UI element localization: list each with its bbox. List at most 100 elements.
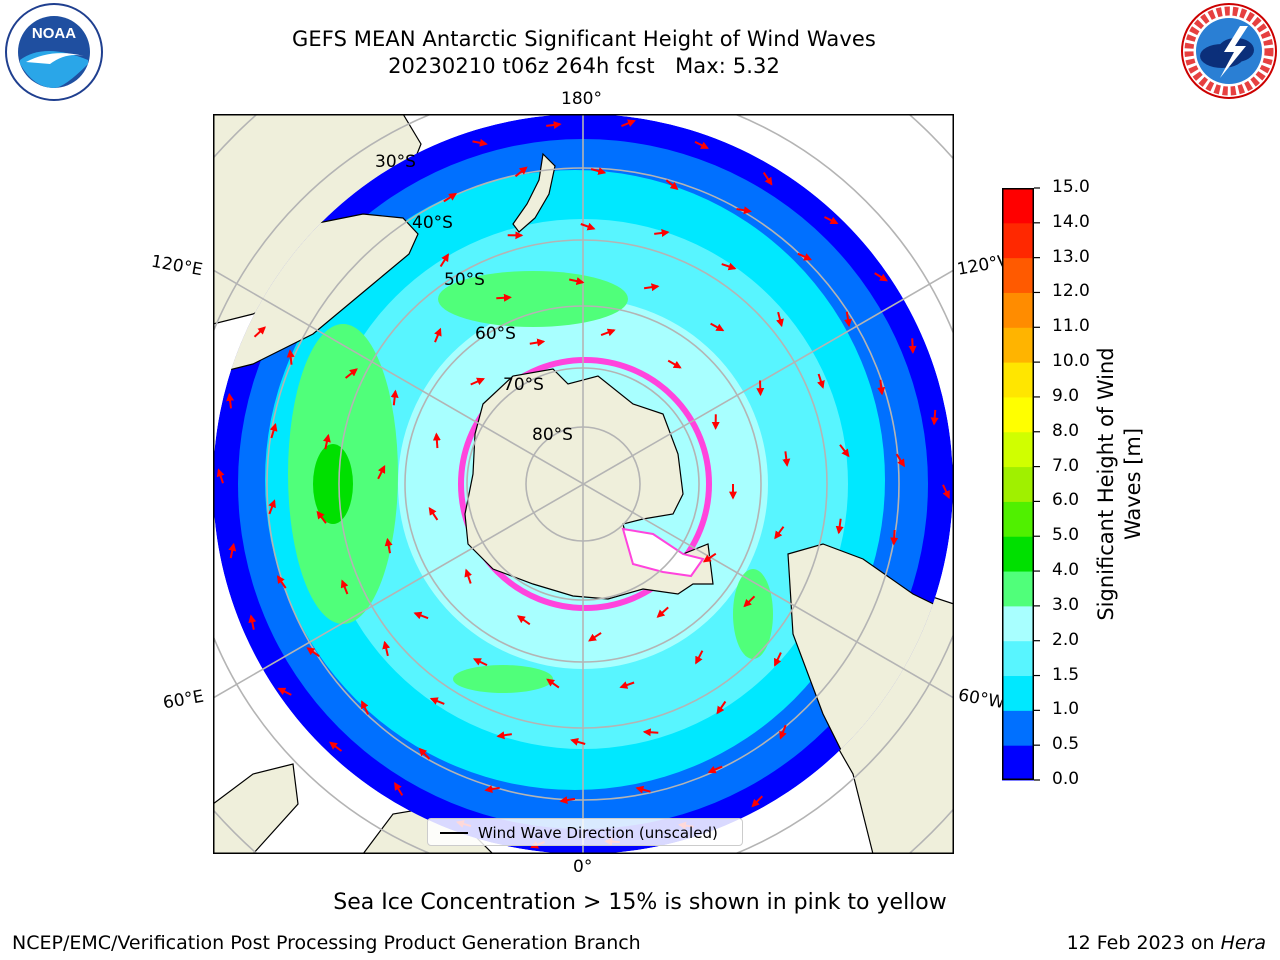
wave-direction-arrow [529, 338, 546, 347]
wave-direction-arrow [269, 422, 278, 439]
colorbar-segment [1002, 292, 1034, 328]
colorbar-tick-label: 5.0 [1052, 525, 1080, 546]
wave-direction-arrow [797, 252, 813, 261]
wave-direction-arrow [702, 552, 717, 563]
wave-direction-arrow [694, 141, 709, 149]
lat-label-50s: 50°S [444, 270, 485, 290]
wave-direction-arrow [710, 322, 725, 332]
wave-direction-arrow [877, 379, 886, 396]
colorbar-tick-label: 1.0 [1052, 699, 1080, 720]
wave-direction-arrow [817, 373, 825, 389]
colorbar-segment [1002, 536, 1034, 572]
wave-direction-arrow [546, 121, 562, 129]
colorbar-label: Significant Height of Wind Waves [m] [1093, 347, 1147, 620]
wave-direction-arrow [908, 338, 917, 354]
wave-direction-arrow [824, 216, 839, 225]
colorbar-tick-label: 2.0 [1052, 629, 1080, 650]
wave-direction-arrow [382, 640, 391, 657]
wave-direction-arrow [514, 166, 528, 178]
lat-label-60s: 60°S [475, 324, 516, 344]
footer-credit: NCEP/EMC/Verification Post Processing Pr… [12, 932, 641, 954]
colorbar-segment [1002, 362, 1034, 398]
footer-machine: Hera [1220, 932, 1266, 954]
wave-direction-arrow [762, 172, 773, 186]
wave-direction-arrow [216, 468, 225, 484]
wave-direction-arrow [654, 229, 670, 237]
map-legend: Wind Wave Direction (unscaled) [427, 818, 743, 846]
wave-direction-arrow [496, 731, 512, 740]
wave-direction-arrow [619, 681, 635, 689]
graticule [213, 114, 954, 854]
colorbar-tick-label: 15.0 [1052, 177, 1090, 197]
lon-label-upper-left: 120°E [149, 251, 205, 281]
wave-direction-arrow [568, 277, 585, 285]
colorbar-segment [1002, 571, 1034, 607]
wave-direction-arrow [329, 741, 343, 752]
wave-direction-arrow [559, 796, 576, 805]
wave-direction-arrow [580, 222, 596, 231]
wave-direction-arrow [844, 311, 852, 328]
lat-label-80s: 80°S [532, 425, 573, 445]
wave-direction-arrow [472, 138, 488, 147]
wave-direction-arrow [418, 747, 431, 760]
wave-direction-arrow [665, 179, 679, 191]
footer-date-text: 12 Feb 2023 on [1066, 932, 1221, 954]
chart-subtitle: 20230210 t06z 264h fcst Max: 5.32 [388, 54, 780, 78]
colorbar-segment [1002, 257, 1034, 293]
wave-direction-arrow [276, 575, 287, 589]
wave-direction-arrow [377, 464, 386, 480]
noaa-logo: NOAA [4, 2, 104, 102]
footer-date: 12 Feb 2023 on Hera [1067, 932, 1266, 954]
lat-label-30s: 30°S [375, 152, 416, 172]
wave-direction-arrow [782, 451, 791, 467]
colorbar-segment [1002, 222, 1034, 259]
colorbar-tick-label: 10.0 [1052, 351, 1090, 372]
wave-direction-arrow [756, 380, 765, 397]
colorbar-tick-label: 3.0 [1052, 594, 1080, 615]
colorbar-tick-label: 9.0 [1052, 385, 1080, 406]
wave-direction-arrow [439, 253, 449, 268]
wave-direction-arrow [839, 444, 850, 458]
polar-map [213, 114, 954, 854]
wave-direction-arrow [774, 526, 785, 540]
colorbar-tick-label: 13.0 [1052, 246, 1090, 267]
colorbar-label-line1: Significant Height of Wind [1094, 347, 1118, 621]
wave-direction-arrow [635, 785, 651, 794]
wave-direction-arrow [306, 647, 320, 658]
wave-direction-arrow [286, 349, 295, 365]
wave-direction-arrow [642, 728, 659, 737]
wave-direction-arrow [390, 389, 399, 406]
colorbar-tick-label: 4.0 [1052, 560, 1080, 581]
wave-direction-arrow [743, 595, 756, 608]
wave-direction-arrow [776, 311, 784, 328]
wave-direction-arrow [464, 568, 473, 584]
wave-direction-arrow [667, 359, 682, 369]
wave-direction-arrow [707, 765, 723, 774]
wave-direction-arrow [751, 795, 764, 808]
wave-direction-arrow [736, 206, 752, 215]
wave-direction-arrow [516, 615, 531, 626]
lat-label-70s: 70°S [503, 375, 544, 395]
wave-direction-arrow [443, 192, 458, 203]
colorbar-tick-label: 8.0 [1052, 420, 1080, 441]
colorbar-tick-label: 0.0 [1052, 769, 1080, 789]
wave-direction-arrow [432, 432, 441, 449]
wave-direction-arrow [413, 611, 429, 620]
wave-direction-arrow [930, 409, 939, 426]
wave-direction-arrow [394, 782, 404, 796]
wave-direction-arrow [361, 700, 369, 715]
wave-direction-arrow [570, 738, 586, 746]
colorbar-segment [1002, 640, 1034, 677]
wave-direction-arrow [226, 392, 235, 409]
noaa-logo-text: NOAA [32, 25, 76, 42]
colorbar-segment [1002, 745, 1034, 781]
colorbar [1002, 187, 1040, 781]
colorbar-segment [1002, 710, 1034, 746]
wave-direction-arrow [721, 262, 737, 271]
lon-label-lower-right: 60°W [956, 685, 1004, 713]
lon-label-bottom: 0° [573, 857, 593, 877]
lon-label-lower-left: 60°E [161, 686, 206, 714]
wave-direction-arrow [874, 272, 888, 282]
wave-direction-arrow [277, 687, 292, 696]
wave-direction-arrow [588, 632, 602, 642]
